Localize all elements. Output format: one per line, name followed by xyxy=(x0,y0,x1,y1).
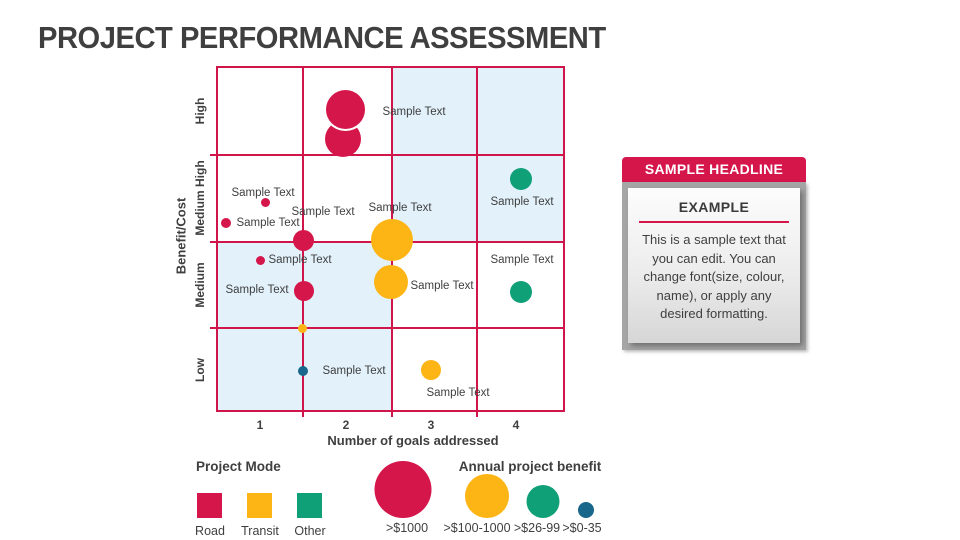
chart-bubble-transit xyxy=(297,323,307,333)
legend-item-other: Other xyxy=(294,493,347,538)
y-tick-label: Medium High xyxy=(193,160,207,237)
transit-label: Transit xyxy=(241,524,279,538)
chart-bubble-road xyxy=(292,229,314,251)
legend-project-mode: Project Mode Road Transit Other xyxy=(195,459,366,538)
chart-bubble-other xyxy=(510,168,532,190)
panel-inner-box: EXAMPLE This is a sample text that you c… xyxy=(628,188,800,343)
y-axis-tick xyxy=(210,327,216,330)
plot-border-left xyxy=(216,66,218,412)
x-axis-title: Number of goals addressed xyxy=(327,433,499,448)
size-circle-26-99 xyxy=(526,485,560,518)
y-axis-tick xyxy=(210,240,216,243)
chart-bubble-road xyxy=(294,281,314,301)
plot-border-bottom xyxy=(216,410,565,412)
panel-body-text: This is a sample text that you can edit.… xyxy=(642,232,786,321)
sample-panel: SAMPLE HEADLINE EXAMPLE This is a sample… xyxy=(622,157,806,350)
road-swatch xyxy=(197,493,222,518)
other-swatch xyxy=(297,493,322,518)
y-tick-label: Medium xyxy=(193,262,207,308)
bubble-sample-text-label: Sample Text xyxy=(490,196,554,208)
y-axis-tick xyxy=(210,154,216,156)
chart-bubble-road xyxy=(260,197,270,207)
size-label-100-1000: >$100-1000 xyxy=(443,521,511,535)
panel-subtitle: EXAMPLE xyxy=(678,199,750,215)
performance-matrix-chart: Sample Text Sample Text Sample Text Sample … xyxy=(174,66,565,448)
y-axis-title: Benefit/Cost xyxy=(173,197,189,275)
y-tick-label: High xyxy=(193,97,207,124)
legend-mode-title: Project Mode xyxy=(196,459,281,474)
bubble-sample-text-label: Sample Text xyxy=(382,106,446,118)
transit-swatch xyxy=(247,493,272,518)
bubble-sample-text-label: Sample Text xyxy=(291,206,355,218)
chart-bubble-other xyxy=(510,281,532,303)
y-tick-label: Low xyxy=(193,358,207,382)
grid-line-horizontal xyxy=(216,154,565,156)
chart-bubble-benefit_smallest xyxy=(298,366,308,376)
legend-size-title: Annual project benefit xyxy=(458,459,602,474)
bubble-sample-text-label: Sample Text xyxy=(268,254,332,266)
bubble-sample-text-label: Sample Text xyxy=(426,387,490,399)
panel-frame: EXAMPLE This is a sample text that you c… xyxy=(622,182,806,350)
panel-headline: SAMPLE HEADLINE xyxy=(622,157,806,182)
size-circle-0-35 xyxy=(578,502,594,518)
bubble-sample-text-label: Sample Text xyxy=(368,202,432,214)
chart-bubble-transit xyxy=(421,360,441,380)
legend-annual-benefit: Annual project benefit >$1000 >$100-1000… xyxy=(374,455,624,540)
legend-item-transit: Transit xyxy=(241,493,297,538)
x-axis-tick xyxy=(475,412,478,417)
size-label-1000: >$1000 xyxy=(385,521,429,535)
chart-bubble-road xyxy=(325,89,365,129)
other-label: Other xyxy=(294,524,326,538)
chart-bubble-transit xyxy=(374,265,408,299)
bubble-sample-text-label: Sample Text xyxy=(225,284,289,296)
x-tick-label: 3 xyxy=(427,418,435,432)
size-circle-100-1000 xyxy=(465,474,509,518)
chart-bubble-transit xyxy=(371,219,413,261)
size-circle-1000 xyxy=(374,461,432,518)
legend-item-road: Road xyxy=(195,493,247,538)
road-label: Road xyxy=(195,524,225,538)
grid-line-horizontal xyxy=(216,327,565,330)
bubble-sample-text-label: Sample Text xyxy=(322,365,386,377)
grid-line-vertical xyxy=(475,66,478,412)
size-label-26-99: >$26-99 xyxy=(513,521,561,535)
plot-border-top xyxy=(216,66,565,68)
panel-divider xyxy=(639,221,789,223)
bubble-sample-text-label: Sample Text xyxy=(490,254,554,266)
x-axis-tick xyxy=(390,412,393,417)
plot-border-right xyxy=(563,66,565,412)
chart-bubble-road xyxy=(221,218,231,228)
x-tick-label: 4 xyxy=(512,418,520,432)
bubble-sample-text-label: Sample Text xyxy=(410,280,474,292)
size-label-0-35: >$0-35 xyxy=(562,521,602,535)
bubble-sample-text-label: Sample Text xyxy=(236,217,300,229)
bubble-sample-text-label: Sample Text xyxy=(231,187,295,199)
page-title: PROJECT PERFORMANCE ASSESSMENT xyxy=(38,20,606,55)
x-axis-tick xyxy=(302,412,304,417)
chart-bubble-road xyxy=(255,255,265,265)
x-tick-label: 1 xyxy=(256,418,264,432)
x-tick-label: 2 xyxy=(342,418,350,432)
